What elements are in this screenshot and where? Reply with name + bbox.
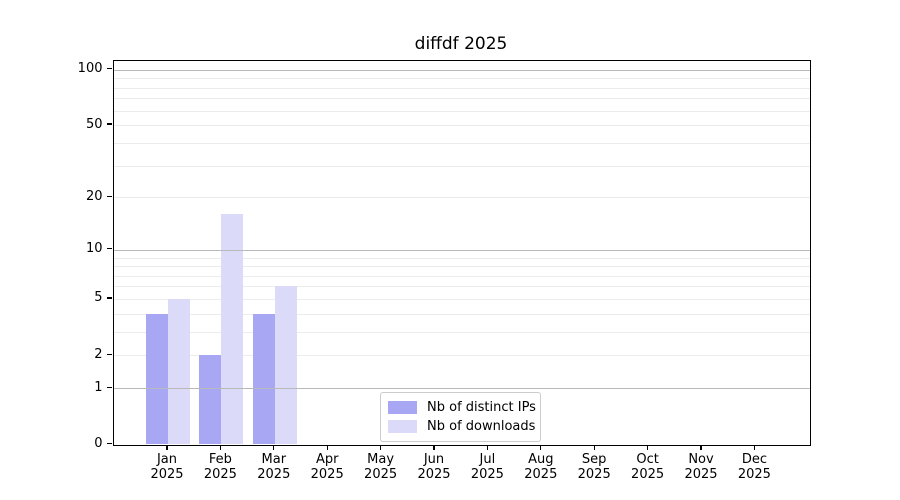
x-tick-mark-aug <box>540 444 542 450</box>
y-tick-mark-50 <box>107 123 112 125</box>
x-tick-mark-oct <box>646 444 649 450</box>
y-tick-mark-20 <box>107 195 112 197</box>
legend-label-distinct-ips: Nb of distinct IPs <box>427 400 536 415</box>
x-tick-mark-nov <box>700 444 702 450</box>
x-tick-mark-may <box>379 444 382 450</box>
gridline-major-100 <box>113 69 810 71</box>
x-tick-mark-jan <box>166 444 168 450</box>
gridline-minor-8 <box>113 266 810 268</box>
gridline-major-1 <box>113 388 810 390</box>
bar-downloads-mar <box>274 286 297 445</box>
x-tick-mark-jun <box>433 444 435 450</box>
gridline-minor-80 <box>113 87 810 89</box>
y-tick-mark-2 <box>107 353 112 355</box>
bar-distinct-ips-mar <box>252 313 275 445</box>
x-tick-label-mar: Mar 2025 <box>257 451 291 482</box>
legend-swatch-downloads <box>388 420 417 433</box>
x-tick-label-aug: Aug 2025 <box>524 451 558 482</box>
gridline-major-10 <box>113 249 810 251</box>
x-tick-mark-apr <box>326 444 328 450</box>
y-tick-mark-1 <box>107 386 112 388</box>
legend-label-downloads: Nb of downloads <box>427 419 536 434</box>
x-tick-label-dec: Dec 2025 <box>737 451 771 482</box>
x-tick-label-oct: Oct 2025 <box>631 451 665 482</box>
gridline-minor-9 <box>113 257 810 259</box>
y-tick-label-2: 2 <box>94 346 103 362</box>
x-tick-label-sep: Sep 2025 <box>577 451 611 482</box>
y-tick-label-50: 50 <box>85 116 103 132</box>
y-tick-label-100: 100 <box>77 61 103 77</box>
y-tick-label-5: 5 <box>94 290 103 306</box>
y-tick-label-1: 1 <box>94 379 103 395</box>
bar-distinct-ips-jan <box>146 313 168 445</box>
x-tick-label-jan: Jan 2025 <box>150 451 184 482</box>
gridline-minor-4 <box>113 313 810 315</box>
gridline-minor-50 <box>113 125 810 127</box>
gridline-minor-3 <box>113 331 810 333</box>
bar-downloads-feb <box>221 214 244 445</box>
y-tick-mark-10 <box>107 248 112 250</box>
y-tick-label-0: 0 <box>94 436 103 451</box>
x-tick-mark-jul <box>486 444 489 450</box>
y-tick-mark-5 <box>107 297 112 299</box>
x-tick-label-apr: Apr 2025 <box>310 451 344 482</box>
x-tick-mark-dec <box>753 444 756 450</box>
legend: Nb of distinct IPs Nb of downloads <box>380 392 541 442</box>
y-tick-label-10: 10 <box>85 241 103 257</box>
y-tick-mark-100 <box>107 67 112 70</box>
gridline-minor-6 <box>113 286 810 288</box>
gridline-minor-70 <box>113 98 810 100</box>
gridline-minor-5 <box>113 298 810 300</box>
x-tick-label-may: May 2025 <box>364 451 398 482</box>
x-tick-mark-mar <box>273 444 275 450</box>
x-tick-label-jul: Jul 2025 <box>470 451 504 482</box>
gridline-minor-60 <box>113 110 810 112</box>
bar-downloads-jan <box>168 298 190 445</box>
gridline-minor-7 <box>113 275 810 277</box>
gridline-minor-30 <box>113 165 810 167</box>
x-tick-mark-feb <box>219 444 222 450</box>
gridline-minor-90 <box>113 78 810 80</box>
gridline-minor-40 <box>113 142 810 144</box>
gridline-minor-20 <box>113 197 810 199</box>
x-tick-label-feb: Feb 2025 <box>203 451 237 482</box>
x-tick-label-jun: Jun 2025 <box>417 451 451 482</box>
legend-item-downloads: Nb of downloads <box>388 417 536 436</box>
y-tick-label-20: 20 <box>85 188 103 204</box>
y-tick-mark-0 <box>107 442 112 445</box>
x-tick-mark-sep <box>593 444 595 450</box>
bar-distinct-ips-feb <box>199 355 222 445</box>
legend-swatch-distinct-ips <box>388 401 417 414</box>
x-tick-label-nov: Nov 2025 <box>684 451 718 482</box>
chart-title: diffdf 2025 <box>414 34 508 54</box>
legend-item-distinct-ips: Nb of distinct IPs <box>388 398 536 417</box>
gridline-minor-2 <box>113 355 810 357</box>
plot-area <box>112 60 811 446</box>
